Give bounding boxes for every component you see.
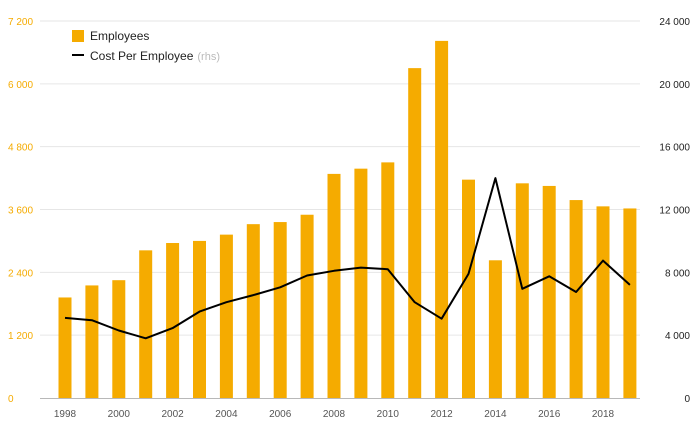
- right-y-axis: 0 4 000 8 000 12 000 16 000 20 000 24 000: [659, 17, 690, 405]
- bar-employees-2019: [623, 208, 637, 398]
- bar-employees-2002: [166, 243, 180, 398]
- right-axis-tick-label: 8 000: [665, 268, 690, 279]
- right-axis-tick-label: 16 000: [659, 143, 690, 154]
- left-y-axis: 0 1 200 2 400 3 600 4 800 6 000 7 200: [8, 17, 33, 405]
- left-axis-tick-label: 2 400: [8, 268, 33, 279]
- x-axis-tick-label: 2014: [484, 409, 507, 420]
- bar-employees-2004: [219, 234, 233, 398]
- bar-employees-2007: [300, 214, 314, 398]
- right-axis-tick-label: 12 000: [659, 206, 690, 217]
- right-axis-tick-label: 0: [684, 394, 690, 405]
- left-axis-tick-label: 1 200: [8, 331, 33, 342]
- svg-text:Cost Per Employee(rhs): Cost Per Employee (rhs): [90, 49, 220, 63]
- bar-employees-2001: [139, 250, 153, 398]
- x-axis-tick-label: 2016: [538, 409, 561, 420]
- left-axis-tick-label: 4 800: [8, 143, 33, 154]
- x-axis: 1998 2000 2002 2004 2006 2008 2010 2012 2014 2016…: [54, 409, 615, 420]
- right-axis-tick-label: 20 000: [659, 80, 690, 91]
- bar-employees-1998: [58, 297, 72, 398]
- x-axis-tick-label: 2002: [161, 409, 184, 420]
- bar-employees-2015: [515, 183, 529, 398]
- legend: Employees Cost Per Employee (rhs): [72, 29, 220, 63]
- bar-employees-2009: [354, 168, 368, 398]
- bar-employees-1999: [85, 285, 99, 398]
- x-axis-tick-label: 2006: [269, 409, 292, 420]
- x-axis-tick-label: 2008: [323, 409, 346, 420]
- bar-employees-2012: [435, 40, 449, 399]
- x-axis-tick-label: 2012: [430, 409, 453, 420]
- bar-employees-2008: [327, 173, 341, 398]
- bar-employees-2013: [462, 179, 475, 398]
- left-axis-tick-label: 6 000: [8, 80, 33, 91]
- right-axis-tick-label: 4 000: [665, 331, 690, 342]
- line-cost-per-employee: [64, 177, 631, 340]
- bar-employees-2011: [408, 68, 422, 398]
- bar-employees-2003: [193, 240, 206, 398]
- bar-employees-2014: [488, 260, 502, 398]
- bar-employees-2005: [246, 224, 260, 398]
- bar-employees-2018: [596, 206, 610, 398]
- x-axis-tick-label: 2018: [592, 409, 615, 420]
- left-axis-tick-label: 3 600: [8, 206, 33, 217]
- left-axis-tick-label: 0: [8, 394, 14, 405]
- legend-note-rhs: (rhs): [197, 51, 220, 63]
- line-series-cost-per-employee: [64, 177, 631, 340]
- bar-employees-2000: [112, 280, 126, 398]
- bar-employees-2010: [381, 162, 395, 398]
- right-axis-tick-label: 24 000: [659, 17, 690, 28]
- bar-employees-2006: [273, 222, 287, 398]
- bar-employees-2017: [569, 200, 583, 398]
- x-axis-tick-label: 1998: [54, 409, 77, 420]
- legend-label-cost-per-employee: Cost Per Employee: [90, 49, 194, 63]
- x-axis-tick-label: 2010: [377, 409, 400, 420]
- legend-swatch-employees: [72, 30, 84, 42]
- x-axis-tick-label: 2000: [108, 409, 131, 420]
- bar-series-employees: [58, 40, 637, 399]
- bar-employees-2016: [542, 185, 556, 398]
- left-axis-tick-label: 7 200: [8, 17, 33, 28]
- legend-label-employees: Employees: [90, 29, 149, 43]
- x-axis-tick-label: 2004: [215, 409, 238, 420]
